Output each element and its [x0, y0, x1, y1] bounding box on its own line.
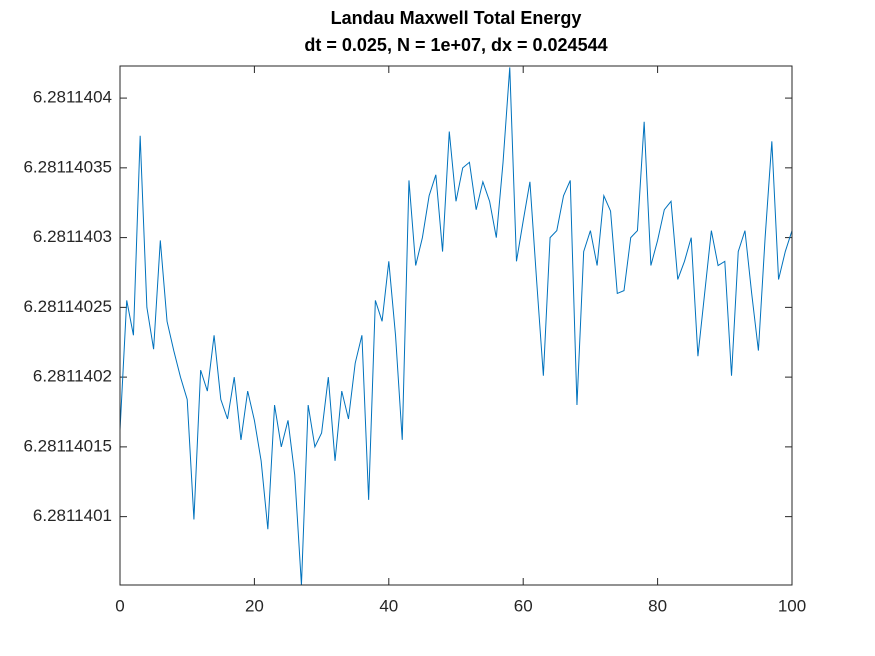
x-tick-label: 60	[514, 596, 533, 615]
x-tick-label: 20	[245, 596, 264, 615]
y-tick-label: 6.2811401	[33, 506, 112, 525]
y-tick-label: 6.2811404	[33, 88, 112, 107]
y-tick-label: 6.2811402	[33, 367, 112, 386]
x-tick-label: 40	[379, 596, 398, 615]
x-tick-label: 80	[648, 596, 667, 615]
y-tick-label: 6.28114015	[23, 436, 112, 455]
plot-frame	[119, 65, 793, 586]
x-tick-label: 100	[778, 596, 806, 615]
chart-title: Landau Maxwell Total Energy	[331, 8, 582, 28]
y-tick-label: 6.28114035	[23, 157, 112, 176]
x-tick-label: 0	[115, 596, 124, 615]
y-tick-label: 6.28114025	[23, 297, 112, 316]
chart-subtitle: dt = 0.025, N = 1e+07, dx = 0.024544	[304, 35, 607, 55]
data-line	[120, 67, 792, 585]
y-tick-label: 6.2811403	[33, 227, 112, 246]
